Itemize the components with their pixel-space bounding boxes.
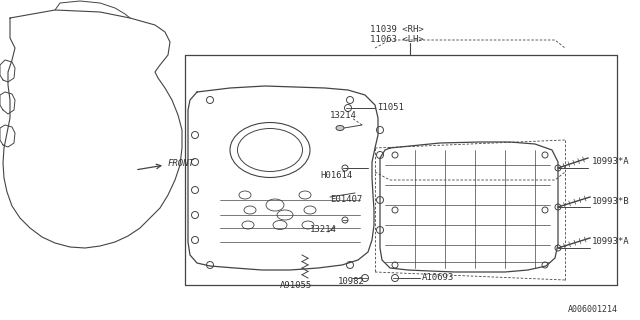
Text: I1051: I1051 [377,103,404,113]
Text: A91055: A91055 [280,281,312,290]
Text: E01407: E01407 [330,196,362,204]
Text: 10993*A: 10993*A [592,157,630,166]
Text: 13214: 13214 [330,110,357,119]
Text: 10982: 10982 [338,277,365,286]
Circle shape [392,275,399,282]
Text: 11063 <LH>: 11063 <LH> [370,36,424,44]
Text: H01614: H01614 [320,171,352,180]
Circle shape [362,275,369,282]
Text: 13214: 13214 [310,226,337,235]
Circle shape [344,105,351,111]
Text: 10993*B: 10993*B [592,196,630,205]
Circle shape [342,165,348,171]
Text: A006001214: A006001214 [568,306,618,315]
Text: 11039 <RH>: 11039 <RH> [370,26,424,35]
Text: A10693: A10693 [422,274,454,283]
Text: 10993*A: 10993*A [592,237,630,246]
Ellipse shape [336,125,344,131]
Text: FRONT: FRONT [168,158,195,167]
Circle shape [342,217,348,223]
